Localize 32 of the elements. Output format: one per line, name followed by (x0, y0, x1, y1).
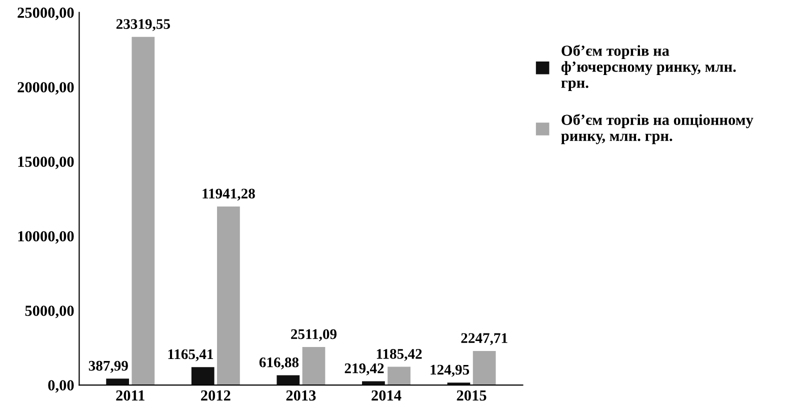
bar (191, 367, 214, 386)
data-label: 23319,55 (116, 19, 170, 32)
x-tick-label: 2014 (372, 390, 402, 401)
y-tick-label: 10000,00 (18, 231, 74, 244)
bar (302, 347, 326, 386)
y-tick-label: 20000,00 (18, 82, 74, 95)
data-label: 11941,28 (202, 188, 255, 201)
x-tick-label: 2015 (456, 390, 486, 401)
data-label: 1165,41 (168, 349, 213, 362)
data-label: 219,42 (344, 363, 384, 376)
bar (472, 350, 496, 386)
x-tick-label: 2012 (201, 390, 230, 401)
y-tick-label: 15000,00 (18, 156, 74, 170)
legend-label: Об’єм торгів на опціонному ринку, млн. грн. (561, 114, 754, 144)
data-label: 616,88 (259, 357, 299, 370)
bar (276, 375, 300, 386)
x-tick-label: 2013 (286, 390, 316, 401)
data-label: 387,99 (88, 360, 128, 373)
y-tick-label: 25000,00 (18, 8, 74, 20)
data-label: 2511,09 (291, 329, 337, 342)
bar (362, 381, 385, 386)
bar (106, 378, 130, 386)
legend-label: Об’єм торгів на ф’ючерсному ринку, млн. грн. (561, 44, 736, 91)
bar (217, 206, 240, 386)
bar (388, 366, 410, 386)
y-tick-label: 5000,00 (25, 306, 74, 318)
y-tick-label: 0,00 (48, 380, 74, 393)
bar (132, 36, 155, 386)
x-tick-label: 2011 (116, 390, 144, 401)
data-label: 124,95 (430, 364, 470, 377)
data-label: 2247,71 (461, 333, 508, 346)
data-label: 1185,42 (376, 348, 422, 361)
